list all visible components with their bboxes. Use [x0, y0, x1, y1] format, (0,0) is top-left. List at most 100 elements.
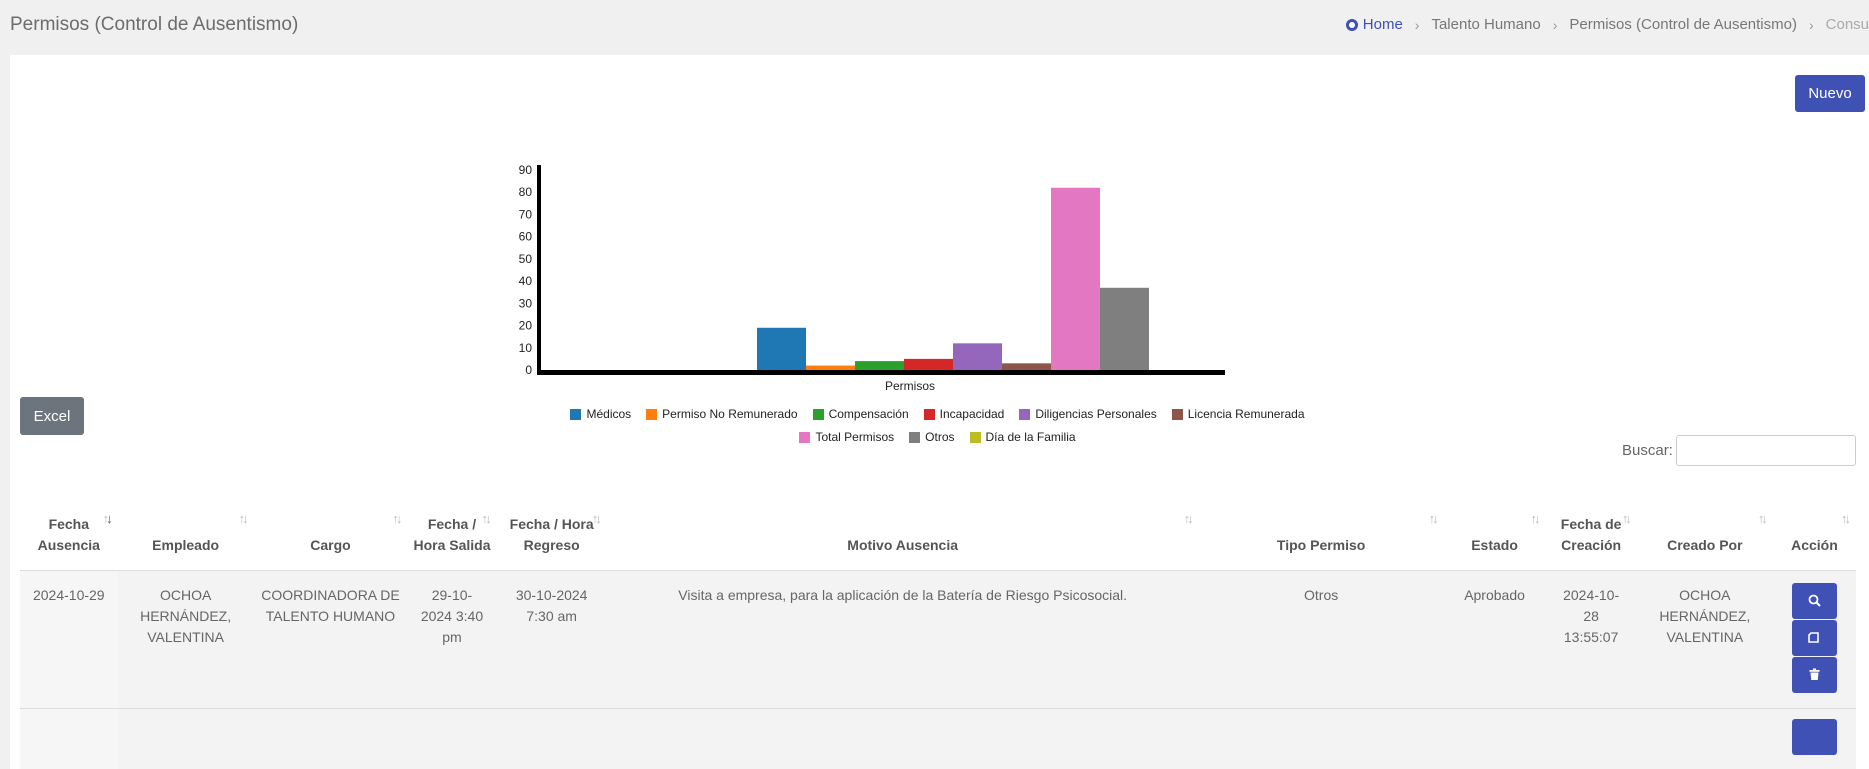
- y-tick-label: 90: [519, 163, 533, 177]
- excel-button[interactable]: Excel: [20, 397, 84, 435]
- permisos-bar-chart: 0 10 20 30 40 50 60 70 80 90 Permisos: [519, 163, 1225, 393]
- x-axis-label: Permisos: [885, 379, 935, 393]
- col-accion[interactable]: Acción ↑↓: [1772, 480, 1856, 571]
- y-tick-label: 0: [525, 363, 532, 377]
- chevron-right-icon: ›: [1552, 16, 1558, 33]
- sort-icon[interactable]: ↑↓: [1621, 511, 1632, 526]
- trash-icon: [1809, 668, 1820, 680]
- table-row: 2024-10-29 OCHOA HERNÁNDEZ, VALENTINA CO…: [20, 570, 1856, 709]
- home-icon: [1345, 18, 1358, 31]
- col-creado-por[interactable]: Creado Por ↑↓: [1636, 480, 1773, 571]
- legend-item[interactable]: Día de la Familia: [969, 430, 1076, 444]
- sort-icon[interactable]: ↑↓: [481, 511, 492, 526]
- sort-icon[interactable]: ↑↓: [1757, 511, 1768, 526]
- search-input[interactable]: [1676, 435, 1856, 466]
- sort-icon[interactable]: ↑↓: [1841, 511, 1851, 526]
- col-cargo[interactable]: Cargo ↑↓: [253, 480, 408, 571]
- legend-item[interactable]: Otros: [909, 430, 955, 444]
- breadcrumb-permisos[interactable]: Permisos (Control de Ausentismo): [1569, 16, 1797, 33]
- bar-3: [904, 358, 953, 370]
- breadcrumb: Home › Talento Humano › Permisos (Contro…: [1345, 16, 1869, 33]
- cell-regreso: 30-10-2024 7:30 am: [496, 570, 607, 709]
- legend-item[interactable]: Médicos: [570, 407, 631, 421]
- y-tick-label: 30: [519, 296, 533, 310]
- legend-label: Diligencias Personales: [1035, 407, 1157, 421]
- bar-2: [855, 361, 904, 370]
- x-axis: [537, 370, 1225, 375]
- legend-swatch: [646, 408, 658, 420]
- y-tick-label: 50: [519, 252, 533, 266]
- y-tick-label: 70: [519, 207, 533, 221]
- sort-icon[interactable]: ↑↓: [392, 511, 402, 526]
- col-tipo[interactable]: Tipo Permiso ↑↓: [1198, 480, 1444, 571]
- sort-icon[interactable]: ↑↓: [1428, 511, 1439, 526]
- permisos-table: Fecha Ausencia ↑↓ Empleado ↑↓ Cargo ↑↓ Fech…: [20, 480, 1856, 769]
- legend-item[interactable]: Permiso No Remunerado: [646, 407, 798, 421]
- col-creacion[interactable]: Fecha de Creación ↑↓: [1545, 480, 1637, 571]
- col-empleado[interactable]: Empleado ↑↓: [117, 480, 254, 571]
- breadcrumb-talento-humano[interactable]: Talento Humano: [1431, 16, 1541, 33]
- cell-creado-por: OCHOA HERNÁNDEZ, VALENTINA: [1636, 570, 1773, 709]
- edit-button[interactable]: [1791, 619, 1837, 656]
- view-button[interactable]: [1791, 718, 1837, 755]
- sort-icon[interactable]: ↑↓: [1530, 511, 1540, 526]
- bar-6: [1051, 187, 1100, 370]
- col-fecha-ausencia[interactable]: Fecha Ausencia ↑↓: [20, 480, 118, 571]
- chevron-right-icon: ›: [1808, 16, 1814, 33]
- legend-swatch: [923, 408, 935, 420]
- legend-item[interactable]: Incapacidad: [923, 407, 1005, 421]
- legend-label: Otros: [925, 430, 955, 444]
- cell-estado: Aprobado: [1443, 570, 1546, 709]
- y-tick-label: 20: [519, 319, 533, 333]
- legend-item[interactable]: Total Permisos: [799, 430, 894, 444]
- col-salida[interactable]: Fecha / Hora Salida ↑↓: [407, 480, 497, 571]
- legend-swatch: [1019, 408, 1031, 420]
- legend-label: Total Permisos: [815, 430, 895, 444]
- legend-label: Incapacidad: [939, 407, 1005, 421]
- sort-icon[interactable]: ↑↓: [238, 511, 249, 526]
- col-estado[interactable]: Estado ↑↓: [1443, 480, 1546, 571]
- legend-swatch: [812, 408, 824, 420]
- delete-button[interactable]: [1791, 656, 1837, 693]
- breadcrumb-current: Consu: [1825, 16, 1869, 33]
- cell-accion: [1772, 570, 1856, 709]
- sort-icon[interactable]: ↑↓: [102, 511, 113, 526]
- legend-swatch: [799, 431, 811, 443]
- y-tick-label: 40: [519, 274, 533, 288]
- chevron-right-icon: ›: [1414, 16, 1420, 33]
- legend-label: Permiso No Remunerado: [662, 407, 798, 421]
- nuevo-button[interactable]: Nuevo: [1795, 75, 1865, 112]
- cell-creacion: 2024-10-28 13:55:07: [1545, 570, 1637, 709]
- legend-label: Compensación: [828, 407, 909, 421]
- chart-legend: Médicos Permiso No Remunerado Compensación…: [545, 407, 1345, 453]
- sort-icon[interactable]: ↑↓: [591, 511, 602, 526]
- legend-swatch: [909, 431, 921, 443]
- search-label: Buscar:: [1622, 442, 1673, 459]
- search-icon: [1808, 594, 1821, 607]
- y-axis: [537, 165, 541, 374]
- cell-fecha-ausencia: 2024-10-29: [20, 570, 118, 709]
- col-regreso[interactable]: Fecha / Hora Regreso ↑↓: [496, 480, 607, 571]
- legend-swatch: [1171, 408, 1183, 420]
- bar-4: [953, 343, 1002, 370]
- cell-salida: 29-10-2024 3:40 pm: [407, 570, 497, 709]
- legend-item[interactable]: Licencia Remunerada: [1171, 407, 1305, 421]
- edit-icon: [1808, 631, 1819, 643]
- bar-0: [757, 327, 806, 370]
- bar-1: [806, 365, 855, 370]
- view-button[interactable]: [1791, 582, 1837, 619]
- bar-5: [1002, 363, 1051, 370]
- legend-label: Licencia Remunerada: [1187, 407, 1305, 421]
- legend-swatch: [969, 431, 981, 443]
- cell-cargo: COORDINADORA DE TALENTO HUMANO: [253, 570, 408, 709]
- cell-tipo: Otros: [1198, 570, 1444, 709]
- sort-icon[interactable]: ↑↓: [1183, 511, 1194, 526]
- cell-motivo: Visita a empresa, para la aplicación de …: [606, 570, 1199, 709]
- legend-item[interactable]: Diligencias Personales: [1019, 407, 1157, 421]
- y-tick-label: 60: [519, 230, 533, 244]
- breadcrumb-home[interactable]: Home: [1345, 16, 1403, 33]
- bar-7: [1100, 287, 1149, 370]
- col-motivo[interactable]: Motivo Ausencia ↑↓: [606, 480, 1199, 571]
- legend-item[interactable]: Compensación: [812, 407, 909, 421]
- legend-label: Día de la Familia: [985, 430, 1076, 444]
